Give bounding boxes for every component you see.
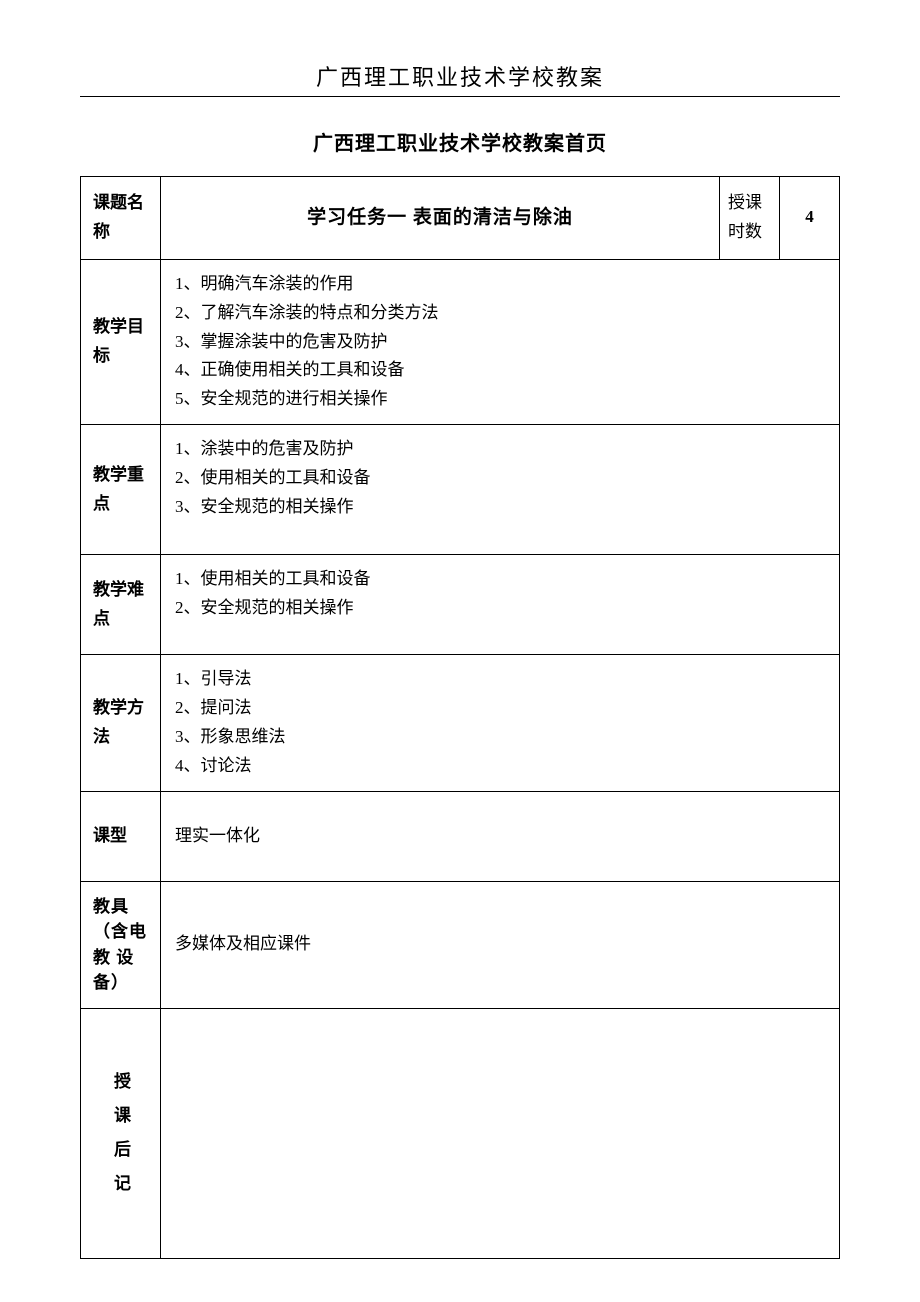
- method-item: 2、提问法: [175, 694, 825, 723]
- row-equipment: 教具（含电教 设备） 多媒体及相应课件: [81, 881, 840, 1008]
- hours-label: 授课时数: [720, 177, 780, 260]
- row-notes: 授 课 后 记: [81, 1008, 840, 1258]
- row-methods: 教学方法 1、引导法 2、提问法 3、形象思维法 4、讨论法: [81, 655, 840, 792]
- goals-content: 1、明确汽车涂装的作用 2、了解汽车涂装的特点和分类方法 3、掌握涂装中的危害及…: [161, 259, 840, 424]
- goal-item: 5、安全规范的进行相关操作: [175, 385, 825, 414]
- difficulty-item: 1、使用相关的工具和设备: [175, 565, 825, 594]
- method-item: 4、讨论法: [175, 752, 825, 781]
- goal-item: 1、明确汽车涂装的作用: [175, 270, 825, 299]
- goals-label: 教学目标: [81, 259, 161, 424]
- notes-label: 授 课 后 记: [81, 1008, 161, 1258]
- goal-item: 2、了解汽车涂装的特点和分类方法: [175, 299, 825, 328]
- keypoints-content: 1、涂装中的危害及防护 2、使用相关的工具和设备 3、安全规范的相关操作: [161, 425, 840, 555]
- row-topic: 课题名称 学习任务一 表面的清洁与除油 授课时数 4: [81, 177, 840, 260]
- goal-item: 4、正确使用相关的工具和设备: [175, 356, 825, 385]
- row-goals: 教学目标 1、明确汽车涂装的作用 2、了解汽车涂装的特点和分类方法 3、掌握涂装…: [81, 259, 840, 424]
- keypoint-item: 2、使用相关的工具和设备: [175, 464, 825, 493]
- header-underline: [80, 96, 840, 97]
- lesson-plan-table: 课题名称 学习任务一 表面的清洁与除油 授课时数 4 教学目标 1、明确汽车涂装…: [80, 176, 840, 1259]
- notes-label-char: 后: [114, 1140, 131, 1159]
- methods-content: 1、引导法 2、提问法 3、形象思维法 4、讨论法: [161, 655, 840, 792]
- hours-value: 4: [780, 177, 840, 260]
- goal-item: 3、掌握涂装中的危害及防护: [175, 328, 825, 357]
- type-label: 课型: [81, 791, 161, 881]
- equipment-value: 多媒体及相应课件: [161, 881, 840, 1008]
- topic-title: 学习任务一 表面的清洁与除油: [161, 177, 720, 260]
- row-type: 课型 理实一体化: [81, 791, 840, 881]
- notes-label-char: 授: [114, 1072, 131, 1091]
- header-title: 广西理工职业技术学校教案: [80, 60, 840, 92]
- difficulties-label: 教学难点: [81, 555, 161, 655]
- row-keypoints: 教学重点 1、涂装中的危害及防护 2、使用相关的工具和设备 3、安全规范的相关操…: [81, 425, 840, 555]
- difficulties-content: 1、使用相关的工具和设备 2、安全规范的相关操作: [161, 555, 840, 655]
- notes-label-char: 记: [114, 1174, 131, 1193]
- keypoint-item: 3、安全规范的相关操作: [175, 493, 825, 522]
- method-item: 3、形象思维法: [175, 723, 825, 752]
- type-value: 理实一体化: [161, 791, 840, 881]
- keypoint-item: 1、涂装中的危害及防护: [175, 435, 825, 464]
- method-item: 1、引导法: [175, 665, 825, 694]
- equipment-label: 教具（含电教 设备）: [81, 881, 161, 1008]
- difficulty-item: 2、安全规范的相关操作: [175, 594, 825, 623]
- keypoints-label: 教学重点: [81, 425, 161, 555]
- row-difficulties: 教学难点 1、使用相关的工具和设备 2、安全规范的相关操作: [81, 555, 840, 655]
- topic-label: 课题名称: [81, 177, 161, 260]
- page-title: 广西理工职业技术学校教案首页: [80, 127, 840, 156]
- notes-label-char: 课: [114, 1106, 131, 1125]
- methods-label: 教学方法: [81, 655, 161, 792]
- notes-value: [161, 1008, 840, 1258]
